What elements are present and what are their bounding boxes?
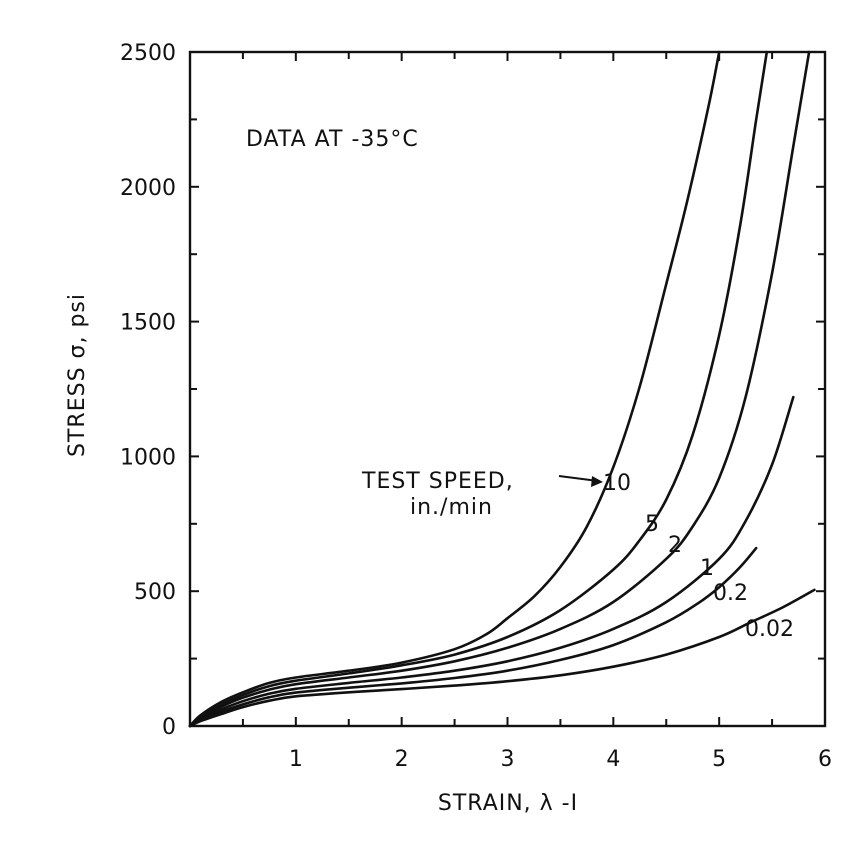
series-label-2: 2	[668, 533, 682, 558]
series-line-10	[188, 50, 721, 728]
x-tick-label: 4	[606, 747, 620, 772]
series-label-5: 5	[645, 512, 659, 537]
legend-title-line-1: TEST SPEED,	[361, 469, 514, 494]
series-line-0-02	[188, 588, 816, 728]
y-tick-label: 1000	[120, 445, 176, 470]
x-tick-label: 2	[395, 747, 409, 772]
y-tick-label: 0	[162, 715, 176, 740]
y-tick-label: 2000	[120, 176, 176, 201]
series-label-1: 1	[700, 556, 714, 581]
x-tick-label: 5	[712, 747, 726, 772]
plot-frame	[188, 50, 827, 728]
y-axis-title: STRESS σ, psi	[65, 293, 90, 457]
series-label-0-2: 0.2	[713, 581, 748, 606]
series-labels: 10 5 2 1 0.2 0.02	[603, 471, 794, 642]
y-tick-label: 500	[134, 580, 176, 605]
series-curves	[188, 50, 816, 728]
data-condition-annotation: DATA AT -35°C	[246, 127, 419, 152]
legend-title-line-2: in./min	[410, 495, 493, 520]
series-line-0-2	[188, 546, 758, 728]
axis-ticks	[190, 51, 826, 727]
x-tick-label: 3	[501, 747, 515, 772]
x-axis-title: STRAIN, λ -I	[438, 791, 578, 816]
legend-arrow-line	[558, 475, 599, 482]
series-line-1	[188, 395, 795, 728]
x-tick-label: 6	[818, 747, 832, 772]
y-tick-label: 2500	[120, 41, 176, 66]
series-line-2	[188, 50, 811, 728]
series-label-0-02: 0.02	[745, 617, 794, 642]
x-tick-label: 1	[289, 747, 303, 772]
y-tick-label: 1500	[120, 311, 176, 336]
series-line-5	[188, 50, 769, 728]
legend-arrowhead-icon	[591, 476, 603, 487]
series-label-10: 10	[603, 471, 631, 496]
